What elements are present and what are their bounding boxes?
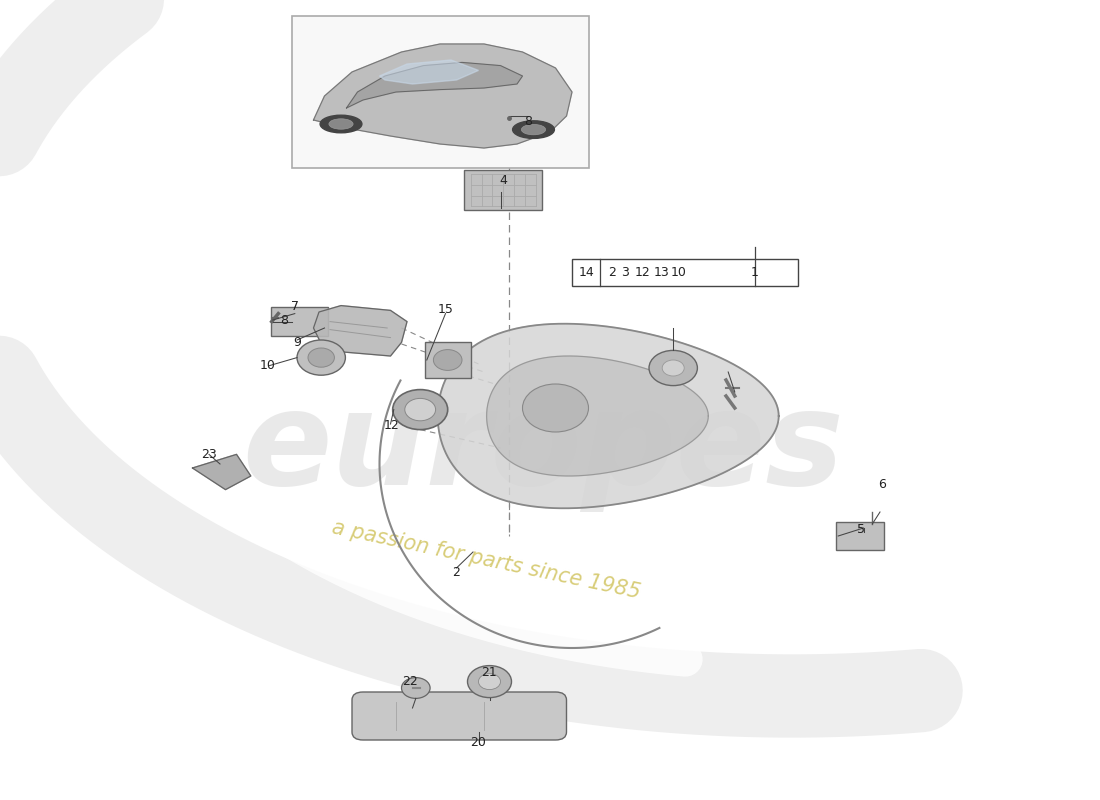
Circle shape: [405, 398, 436, 421]
Text: 22: 22: [403, 675, 418, 688]
FancyBboxPatch shape: [352, 692, 566, 740]
Text: 15: 15: [438, 303, 453, 316]
Polygon shape: [379, 60, 478, 84]
FancyBboxPatch shape: [836, 522, 884, 550]
Ellipse shape: [521, 124, 546, 135]
Bar: [292, 16, 588, 168]
Circle shape: [478, 674, 500, 690]
Ellipse shape: [320, 115, 362, 133]
Text: 21: 21: [482, 666, 497, 678]
Text: a passion for parts since 1985: a passion for parts since 1985: [330, 518, 642, 602]
Text: 1: 1: [750, 266, 759, 279]
Text: 9: 9: [293, 336, 301, 349]
Circle shape: [433, 350, 462, 370]
Polygon shape: [346, 62, 522, 108]
Text: 12: 12: [635, 266, 650, 279]
FancyBboxPatch shape: [271, 307, 328, 336]
Circle shape: [308, 348, 334, 367]
Polygon shape: [314, 306, 407, 356]
Text: europes: europes: [242, 385, 844, 511]
Polygon shape: [314, 44, 572, 148]
Ellipse shape: [329, 118, 353, 130]
Circle shape: [522, 384, 588, 432]
FancyBboxPatch shape: [425, 342, 471, 378]
Text: 2: 2: [452, 566, 461, 578]
Circle shape: [297, 340, 345, 375]
Text: 5: 5: [857, 523, 866, 536]
Circle shape: [649, 350, 697, 386]
Text: 10: 10: [260, 359, 275, 372]
Text: 2: 2: [607, 266, 616, 279]
Circle shape: [393, 390, 448, 430]
Circle shape: [402, 678, 430, 698]
Text: 13: 13: [653, 266, 669, 279]
Polygon shape: [438, 324, 779, 508]
Text: 8: 8: [524, 115, 532, 128]
Bar: [572, 259, 798, 286]
Text: 10: 10: [671, 266, 686, 279]
Text: 23: 23: [201, 448, 217, 461]
Circle shape: [468, 666, 512, 698]
Ellipse shape: [513, 121, 554, 138]
Text: 20: 20: [471, 736, 486, 749]
Text: 12: 12: [384, 419, 399, 432]
Text: 14: 14: [579, 266, 594, 279]
Text: 4: 4: [499, 174, 508, 186]
Text: 8: 8: [279, 314, 288, 326]
Polygon shape: [192, 454, 251, 490]
Text: 3: 3: [620, 266, 629, 279]
Text: 6: 6: [878, 478, 887, 490]
FancyBboxPatch shape: [464, 170, 542, 210]
Text: 7: 7: [290, 300, 299, 313]
Polygon shape: [486, 356, 708, 476]
Circle shape: [662, 360, 684, 376]
